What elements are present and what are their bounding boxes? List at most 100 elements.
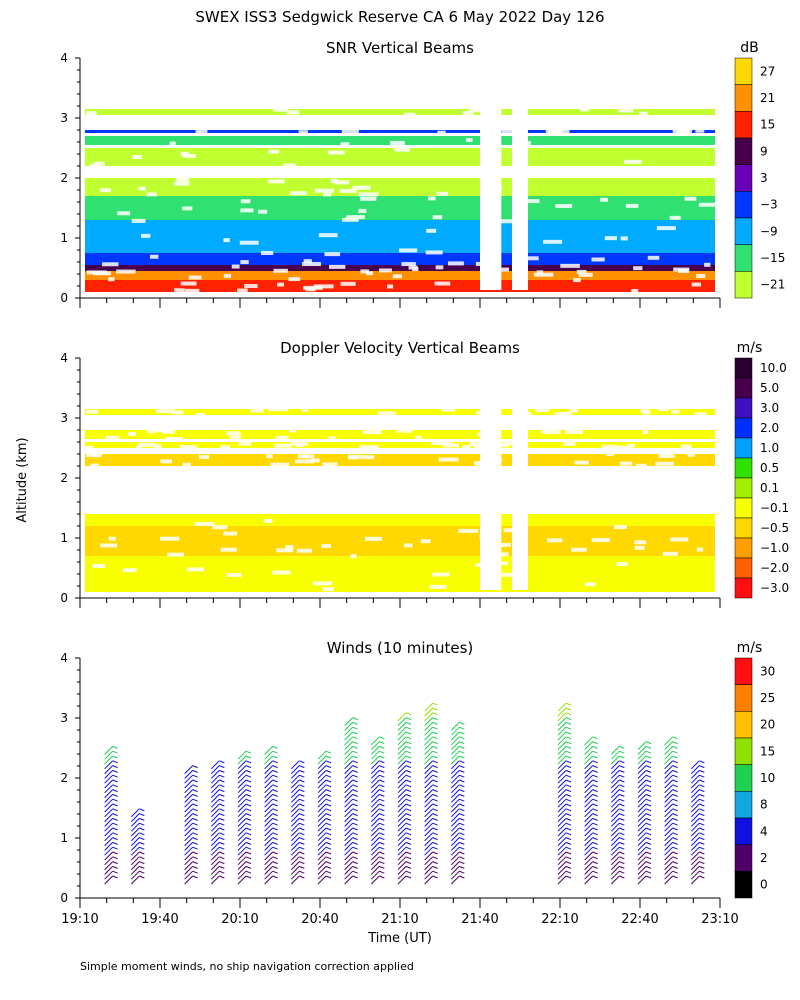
wind-barb-flag [405,789,412,793]
wind-barb [637,755,647,765]
wind-barb [610,760,620,770]
wind-barb-flag [219,841,225,845]
wind-barb-flag [565,784,572,788]
noise-gap [138,442,156,447]
wind-barb [450,861,460,870]
wind-barb-flag [325,861,332,865]
colorbar-swatch [734,791,753,819]
wind-barb-flag [325,837,332,841]
wind-barb [610,832,620,842]
colorbar-label: −9 [760,224,778,238]
wind-barb [104,794,114,803]
wind-barb [664,736,674,746]
wind-barb [637,746,647,755]
wind-barb [397,731,407,741]
wind-barb-flag [459,803,465,807]
wind-barb-flag [592,808,598,812]
wind-barb [397,818,407,827]
wind-barb-flag [405,779,412,783]
noise-gap [431,441,451,446]
colorbar-swatch [734,417,753,439]
y-tick-label: 3 [60,111,68,125]
wind-barb [557,822,567,832]
wind-barb [424,808,434,818]
wind-barb-flag [592,769,598,773]
wind-barb [637,774,647,784]
wind-barb-flag [112,865,118,869]
wind-barb-flag [459,808,465,812]
wind-barb-flag [459,779,465,783]
noise-gap [180,151,189,156]
wind-barb [450,789,460,798]
noise-gap [147,429,155,434]
wind-barb [637,861,647,870]
wind-barb [610,803,620,813]
wind-barb [344,808,354,818]
wind-barb [130,808,140,818]
wind-barb-flag [325,817,332,821]
wind-barb-flag [352,856,358,860]
noise-gap [437,130,446,135]
wind-barb [264,842,274,851]
wind-barb-flag [379,736,385,740]
noise-gap [408,265,418,270]
wind-barb-flag [352,851,358,855]
wind-barb-flag [245,817,252,821]
x-tick-label: 20:10 [221,912,258,927]
y-tick-label: 0 [60,291,68,305]
wind-barb [610,755,620,765]
wind-barb [637,846,647,856]
noise-gap [604,236,617,241]
wind-barb [184,866,194,875]
wind-barb [690,818,700,827]
wind-barb-flag [245,827,252,831]
noise-gap [390,140,405,145]
wind-barb-flag [245,760,252,764]
heatmap-band [85,430,715,439]
wind-barb-flag [645,841,652,845]
wind-barb [664,827,674,837]
colorbar-label: −3.0 [760,581,789,595]
wind-barb-flag [272,817,278,821]
panel-title: Doppler Velocity Vertical Beams [280,339,520,357]
wind-barb-flag [139,813,145,817]
wind-barb-flag [672,798,678,802]
wind-barb [397,808,407,818]
noise-gap [591,538,611,543]
noise-gap [312,581,333,586]
wind-barb [130,856,140,866]
wind-barb [290,765,300,774]
noise-gap [624,159,642,164]
wind-barb-flag [325,793,332,797]
noise-gap [360,196,377,201]
noise-gap [175,177,190,182]
wind-barb [370,760,380,770]
wind-barb [424,712,434,722]
wind-barb-flag [379,841,385,845]
wind-barb-flag [619,851,625,855]
wind-barb-flag [699,784,705,788]
wind-barb-flag [112,846,118,850]
wind-barb-flag [645,808,652,812]
wind-barb-flag [592,837,598,841]
wind-barb-flag [139,832,145,836]
colorbar-label: 10.0 [760,361,787,375]
wind-barb [344,746,354,755]
wind-barb-flag [405,731,412,735]
wind-barb-flag [325,808,332,812]
wind-barb [584,827,594,837]
colorbar-label: 20 [760,718,775,732]
wind-barb [130,851,140,861]
colorbar-label: 30 [760,664,775,678]
wind-barb [557,803,567,813]
noise-gap [156,409,175,414]
wind-barb [637,765,647,774]
wind-barb [397,770,407,779]
noise-gap [268,179,285,184]
wind-barb [344,731,354,741]
colorbar-label: 4 [760,824,768,838]
noise-gap [631,289,639,294]
wind-profile [664,736,678,885]
noise-gap [169,141,176,146]
wind-barb [424,707,434,717]
